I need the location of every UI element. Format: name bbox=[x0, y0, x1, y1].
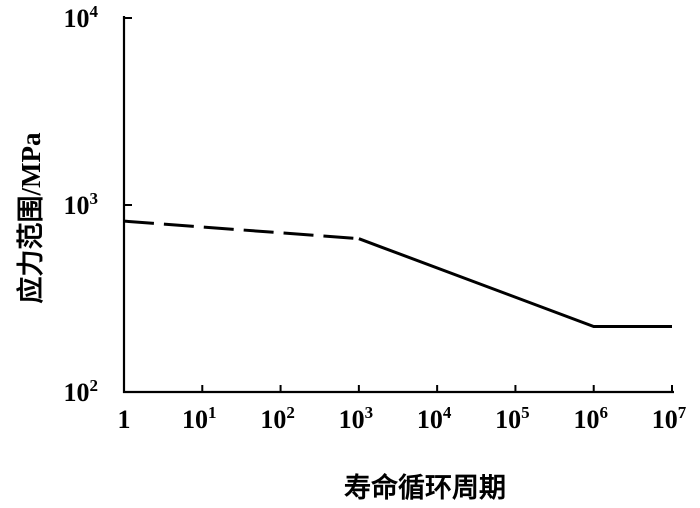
y-tick-label: 102 bbox=[64, 376, 99, 407]
x-tick-label: 106 bbox=[573, 403, 608, 434]
x-tick-label: 103 bbox=[339, 403, 374, 434]
x-tick-label: 104 bbox=[417, 403, 452, 434]
x-tick-label: 102 bbox=[260, 403, 295, 434]
x-tick-label: 107 bbox=[652, 403, 687, 434]
y-tick-label: 104 bbox=[64, 2, 99, 33]
x-tick-label: 101 bbox=[182, 403, 217, 434]
x-tick-label: 105 bbox=[495, 403, 530, 434]
plot-area: 1 101 102 103 104 105 106 107 102 103 104 bbox=[64, 2, 687, 434]
x-axis-title: 寿命循环周期 bbox=[344, 472, 506, 503]
y-axis-title: 应力范围/MPa bbox=[15, 132, 46, 303]
y-tick-label: 103 bbox=[64, 189, 99, 220]
dashed-curve-segment bbox=[123, 219, 360, 241]
x-tick-label: 1 bbox=[118, 405, 131, 434]
solid-curve-segment bbox=[358, 237, 672, 328]
